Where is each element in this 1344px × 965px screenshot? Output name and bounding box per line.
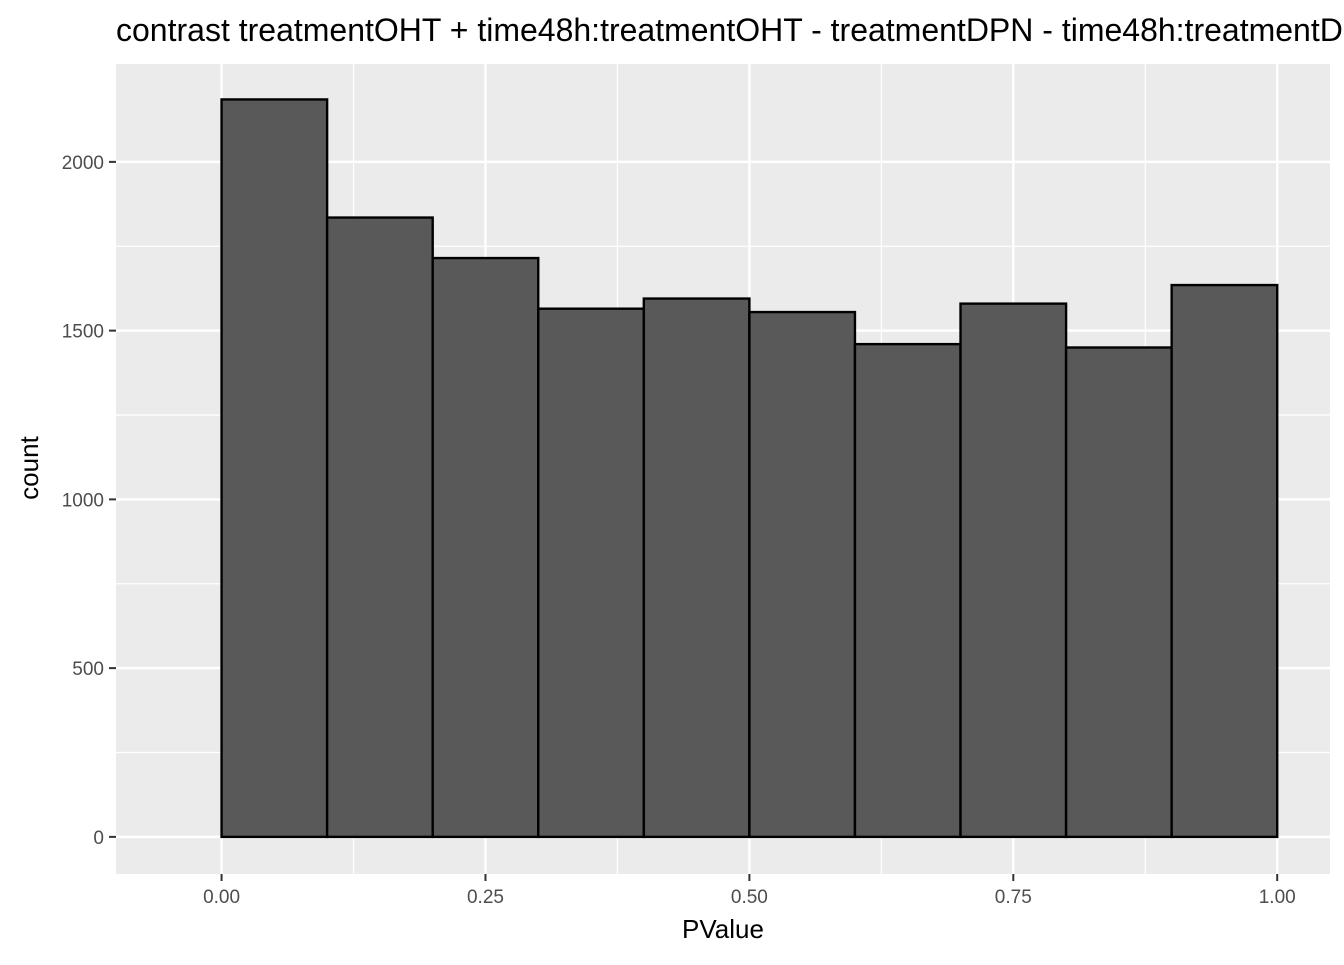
x-axis: 0.00 0.25 0.50 0.75 1.00 [203, 874, 1296, 908]
histogram-bar [1064, 346, 1173, 839]
histogram-bar [853, 342, 962, 839]
histogram-bar [537, 307, 646, 839]
x-tick-label: 0.75 [995, 887, 1032, 908]
y-tick-label: 1000 [62, 490, 104, 511]
chart-title: contrast treatmentOHT + time48h:treatmen… [116, 12, 1344, 48]
x-tick-label: 0.50 [731, 887, 768, 908]
histogram-bar [642, 297, 751, 839]
y-axis-title: count [14, 435, 44, 499]
histogram-bar [220, 98, 329, 839]
x-tick-label: 1.00 [1259, 887, 1296, 908]
histogram-bar [431, 256, 540, 839]
y-tick-label: 0 [93, 828, 104, 849]
x-axis-title: PValue [682, 914, 764, 944]
x-tick-label: 0.00 [203, 887, 240, 908]
y-axis: 0 500 1000 1500 2000 [62, 153, 116, 849]
y-tick-label: 1500 [62, 322, 104, 343]
histogram-bar [325, 216, 434, 839]
histogram-bars [220, 98, 1279, 839]
y-tick-label: 2000 [62, 153, 104, 174]
histogram-bar [1170, 283, 1279, 839]
histogram-bar [959, 302, 1068, 839]
histogram-bar [748, 310, 857, 839]
y-tick-label: 500 [72, 659, 104, 680]
x-tick-label: 0.25 [467, 887, 504, 908]
